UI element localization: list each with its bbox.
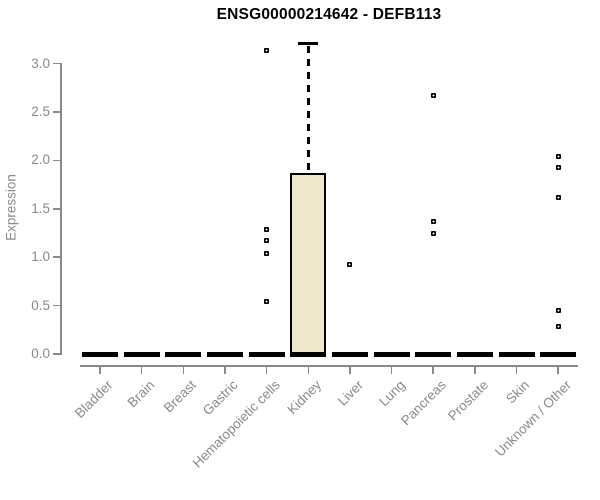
- x-tick: [224, 366, 226, 374]
- y-tick: [53, 62, 60, 65]
- box-iqr: [290, 172, 327, 356]
- x-tick: [265, 366, 268, 374]
- outlier-point: [264, 226, 270, 232]
- y-tick-label: 3.0: [31, 55, 50, 71]
- x-tick-label: Lung: [375, 377, 408, 410]
- outlier-point: [555, 194, 561, 200]
- x-tick-label: Prostate: [444, 377, 491, 424]
- outlier-point: [264, 47, 270, 53]
- x-tick: [515, 366, 518, 374]
- median-line: [290, 352, 327, 357]
- outlier-point: [555, 154, 561, 160]
- x-tick: [390, 366, 393, 374]
- whisker-line: [306, 46, 310, 173]
- x-tick-label: Skin: [503, 377, 533, 407]
- outlier-point: [555, 307, 561, 313]
- y-tick-label: 0.5: [31, 297, 50, 313]
- y-tick: [53, 256, 60, 258]
- y-tick: [53, 353, 60, 355]
- x-tick-label: Bladder: [72, 377, 116, 421]
- median-line: [415, 352, 452, 357]
- y-tick: [53, 159, 60, 162]
- y-tick-label: 1.5: [31, 200, 50, 216]
- x-tick: [182, 366, 185, 374]
- outlier-point: [264, 250, 270, 256]
- outlier-point: [555, 164, 561, 170]
- outlier-point: [430, 218, 436, 224]
- y-tick-label: 0.0: [31, 346, 50, 361]
- x-tick: [99, 366, 101, 374]
- y-tick: [53, 208, 60, 210]
- median-line: [456, 352, 493, 357]
- y-tick: [53, 304, 60, 307]
- median-line: [165, 352, 202, 357]
- outlier-point: [430, 231, 436, 237]
- chart-title: ENSG00000214642 - DEFB113: [216, 6, 442, 23]
- outlier-point: [555, 324, 561, 330]
- x-axis-line: [80, 365, 578, 367]
- x-tick: [432, 366, 434, 374]
- y-axis-line: [60, 62, 62, 355]
- median-line: [373, 352, 410, 357]
- x-tick-label: Kidney: [284, 377, 325, 418]
- whisker-cap: [298, 42, 319, 46]
- y-tick: [53, 111, 60, 113]
- x-tick-label: Liver: [334, 377, 366, 409]
- x-tick: [474, 366, 476, 374]
- median-line: [206, 352, 243, 357]
- x-tick: [140, 366, 143, 374]
- median-line: [82, 352, 118, 357]
- x-tick-label: Gastric: [200, 377, 241, 419]
- outlier-point: [264, 299, 270, 305]
- median-line: [498, 352, 535, 357]
- x-tick: [307, 366, 309, 374]
- median-line: [331, 352, 368, 357]
- y-tick-label: 2.0: [31, 152, 50, 168]
- y-tick-label: 2.5: [31, 104, 50, 119]
- x-tick-label: Breast: [161, 377, 200, 416]
- y-tick-label: 1.0: [31, 249, 50, 265]
- x-tick-label: Brain: [124, 377, 158, 411]
- outlier-point: [430, 93, 436, 99]
- x-tick: [349, 366, 351, 374]
- median-line: [540, 352, 577, 357]
- x-tick: [557, 366, 559, 374]
- outlier-point: [264, 238, 270, 244]
- x-tick-label: Unknown / Other: [491, 377, 575, 460]
- median-line: [248, 352, 285, 357]
- outlier-point: [347, 262, 353, 268]
- median-line: [123, 352, 160, 357]
